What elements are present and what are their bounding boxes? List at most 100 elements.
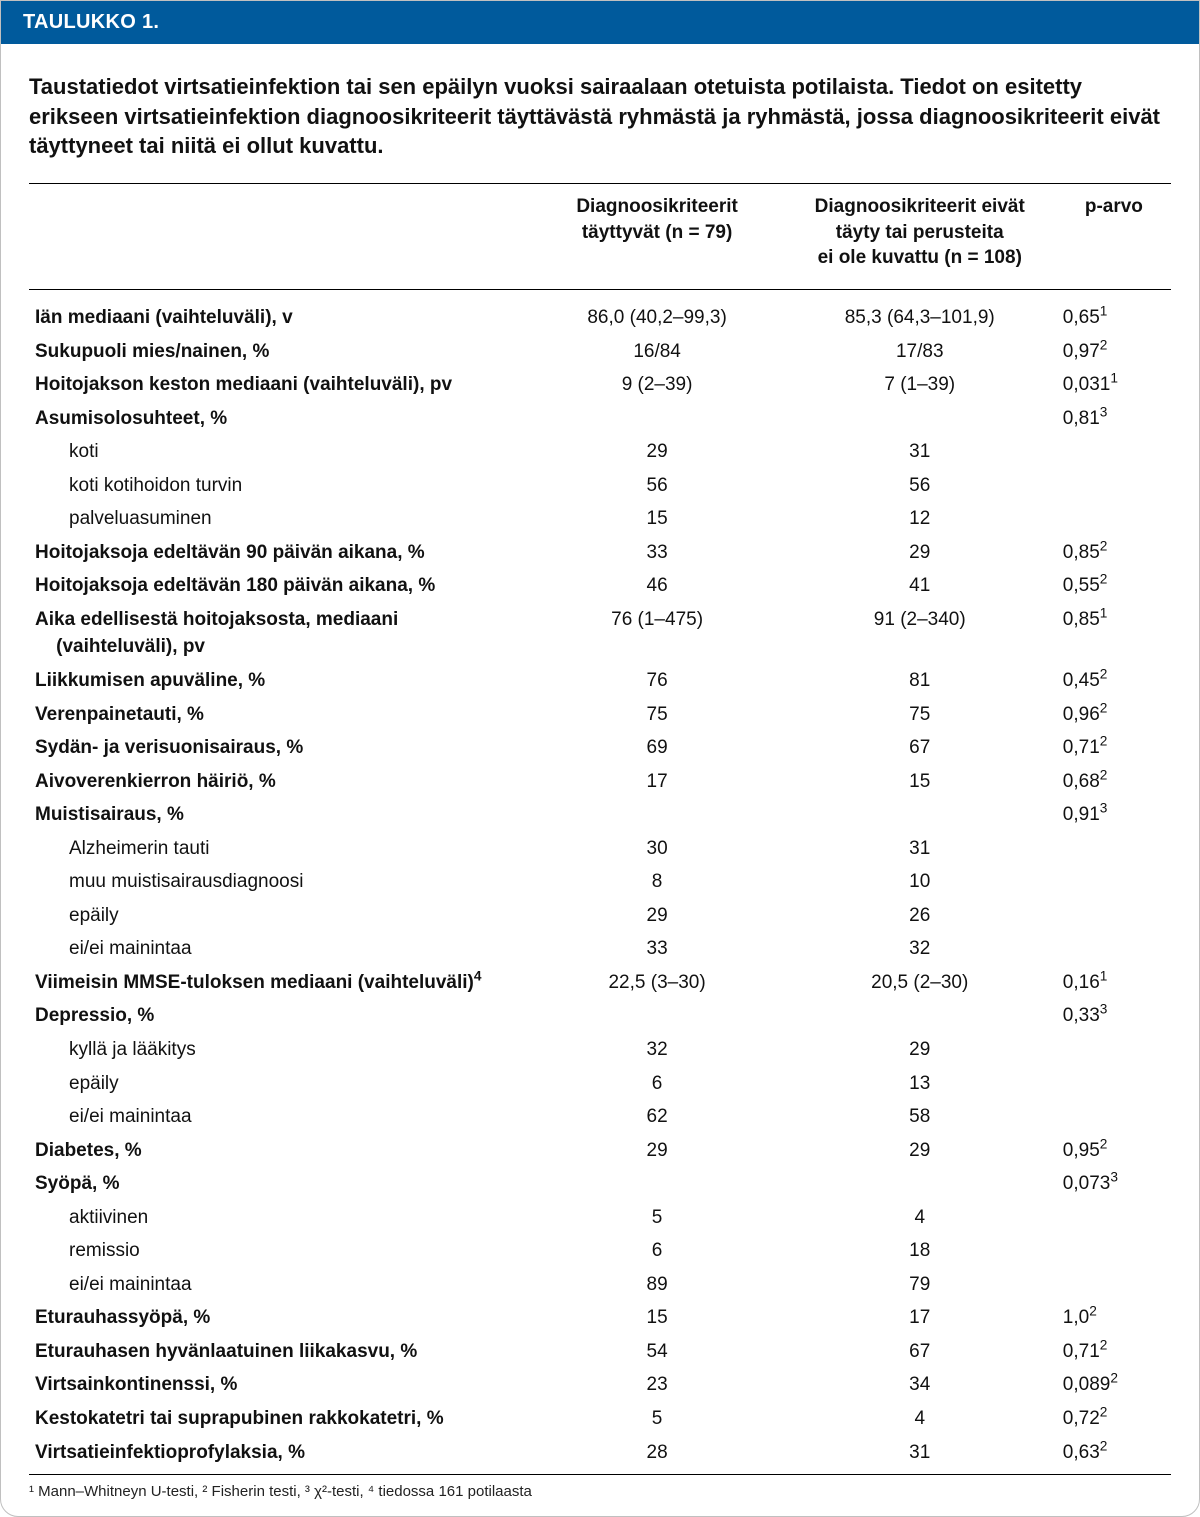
table-row: Hoitojaksoja edeltävän 180 päivän aikana… <box>29 569 1171 603</box>
row-value-group1: 15 <box>531 1301 782 1335</box>
row-pvalue: 0,0892 <box>1057 1368 1171 1402</box>
row-label: Eturauhasen hyvänlaatuinen liikakasvu, % <box>29 1335 531 1369</box>
row-value-group1: 86,0 (40,2–99,3) <box>531 289 782 334</box>
table-body-rows: Iän mediaani (vaihteluväli), v86,0 (40,2… <box>29 289 1171 1474</box>
table-row: Sydän- ja verisuonisairaus, %69670,712 <box>29 731 1171 765</box>
row-value-group1: 89 <box>531 1268 782 1302</box>
row-value-group1: 6 <box>531 1067 782 1101</box>
row-value-group2 <box>783 1167 1057 1201</box>
row-value-group2: 15 <box>783 765 1057 799</box>
row-value-group2: 29 <box>783 1033 1057 1067</box>
table-row: Viimeisin MMSE-tuloksen mediaani (vaihte… <box>29 966 1171 1000</box>
table-card: TAULUKKO 1. Taustatiedot virtsatieinfekt… <box>0 0 1200 1517</box>
row-label: Diabetes, % <box>29 1134 531 1168</box>
row-value-group1: 22,5 (3–30) <box>531 966 782 1000</box>
row-value-group1: 29 <box>531 435 782 469</box>
row-value-group1: 76 (1–475) <box>531 603 782 664</box>
row-pvalue: 0,712 <box>1057 731 1171 765</box>
row-value-group1: 8 <box>531 865 782 899</box>
row-label: palveluasuminen <box>29 502 531 536</box>
row-value-group2: 7 (1–39) <box>783 368 1057 402</box>
row-label: Aivoverenkierron häiriö, % <box>29 765 531 799</box>
row-pvalue: 0,0311 <box>1057 368 1171 402</box>
table-row: kyllä ja lääkitys3229 <box>29 1033 1171 1067</box>
row-pvalue: 0,0733 <box>1057 1167 1171 1201</box>
row-pvalue <box>1057 865 1171 899</box>
row-value-group1: 23 <box>531 1368 782 1402</box>
row-value-group2: 32 <box>783 932 1057 966</box>
row-value-group1: 69 <box>531 731 782 765</box>
row-value-group2: 26 <box>783 899 1057 933</box>
row-label: Verenpainetauti, % <box>29 698 531 732</box>
table-row: Hoitojakson keston mediaani (vaihteluväl… <box>29 368 1171 402</box>
row-value-group1: 16/84 <box>531 335 782 369</box>
row-value-group2: 34 <box>783 1368 1057 1402</box>
table-footnotes: ¹ Mann–Whitneyn U-testi, ² Fisherin test… <box>29 1475 1171 1502</box>
row-value-group2: 79 <box>783 1268 1057 1302</box>
row-label: kyllä ja lääkitys <box>29 1033 531 1067</box>
row-label: aktiivinen <box>29 1201 531 1235</box>
row-pvalue <box>1057 1100 1171 1134</box>
table-row: muu muistisairausdiagnoosi810 <box>29 865 1171 899</box>
col-header-pvalue: p-arvo <box>1057 184 1171 290</box>
row-pvalue <box>1057 1234 1171 1268</box>
row-value-group2: 4 <box>783 1402 1057 1436</box>
row-value-group1: 17 <box>531 765 782 799</box>
table-row: Eturauhasen hyvänlaatuinen liikakasvu, %… <box>29 1335 1171 1369</box>
row-value-group1 <box>531 999 782 1033</box>
row-value-group2: 29 <box>783 536 1057 570</box>
table-row: aktiivinen54 <box>29 1201 1171 1235</box>
table-row: Eturauhassyöpä, %15171,02 <box>29 1301 1171 1335</box>
row-value-group2: 4 <box>783 1201 1057 1235</box>
table-row: Alzheimerin tauti3031 <box>29 832 1171 866</box>
row-label: Syöpä, % <box>29 1167 531 1201</box>
table-head-row: Diagnoosikriteerit täyttyvät (n = 79) Di… <box>29 184 1171 290</box>
row-pvalue <box>1057 1201 1171 1235</box>
row-label: Depressio, % <box>29 999 531 1033</box>
table-header-label: TAULUKKO 1. <box>23 11 159 33</box>
row-label: Viimeisin MMSE-tuloksen mediaani (vaihte… <box>29 966 531 1000</box>
row-value-group1 <box>531 1167 782 1201</box>
row-pvalue <box>1057 469 1171 503</box>
table-row: koti2931 <box>29 435 1171 469</box>
row-label: Hoitojaksoja edeltävän 180 päivän aikana… <box>29 569 531 603</box>
row-pvalue <box>1057 832 1171 866</box>
row-label: koti kotihoidon turvin <box>29 469 531 503</box>
row-pvalue: 0,333 <box>1057 999 1171 1033</box>
row-pvalue: 0,972 <box>1057 335 1171 369</box>
row-pvalue: 0,161 <box>1057 966 1171 1000</box>
table-row: Muistisairaus, %0,913 <box>29 798 1171 832</box>
col-header-criteria-notmet: Diagnoosikriteerit eivät täyty tai perus… <box>783 184 1057 290</box>
row-label: Hoitojaksoja edeltävän 90 päivän aikana,… <box>29 536 531 570</box>
row-pvalue <box>1057 1033 1171 1067</box>
row-label: Eturauhassyöpä, % <box>29 1301 531 1335</box>
row-value-group1: 30 <box>531 832 782 866</box>
data-table: Diagnoosikriteerit täyttyvät (n = 79) Di… <box>29 183 1171 1475</box>
row-value-group1: 15 <box>531 502 782 536</box>
row-pvalue <box>1057 1067 1171 1101</box>
row-label: Liikkumisen apuväline, % <box>29 664 531 698</box>
row-value-group1: 56 <box>531 469 782 503</box>
row-pvalue: 0,712 <box>1057 1335 1171 1369</box>
row-value-group1: 9 (2–39) <box>531 368 782 402</box>
row-value-group1: 32 <box>531 1033 782 1067</box>
row-pvalue: 0,852 <box>1057 536 1171 570</box>
row-value-group2: 31 <box>783 832 1057 866</box>
row-label: Sydän- ja verisuonisairaus, % <box>29 731 531 765</box>
row-label: koti <box>29 435 531 469</box>
row-value-group2: 91 (2–340) <box>783 603 1057 664</box>
row-pvalue: 0,952 <box>1057 1134 1171 1168</box>
table-row: Iän mediaani (vaihteluväli), v86,0 (40,2… <box>29 289 1171 334</box>
row-value-group2 <box>783 999 1057 1033</box>
col2-line3: ei ole kuvattu (n = 108) <box>818 247 1022 268</box>
table-row: Diabetes, %29290,952 <box>29 1134 1171 1168</box>
row-value-group2: 31 <box>783 435 1057 469</box>
table-row: Sukupuoli mies/nainen, %16/8417/830,972 <box>29 335 1171 369</box>
row-value-group1: 62 <box>531 1100 782 1134</box>
row-value-group2: 13 <box>783 1067 1057 1101</box>
row-pvalue: 0,722 <box>1057 1402 1171 1436</box>
row-pvalue: 0,651 <box>1057 289 1171 334</box>
row-value-group1 <box>531 798 782 832</box>
table-row: ei/ei mainintaa8979 <box>29 1268 1171 1302</box>
row-pvalue: 0,552 <box>1057 569 1171 603</box>
